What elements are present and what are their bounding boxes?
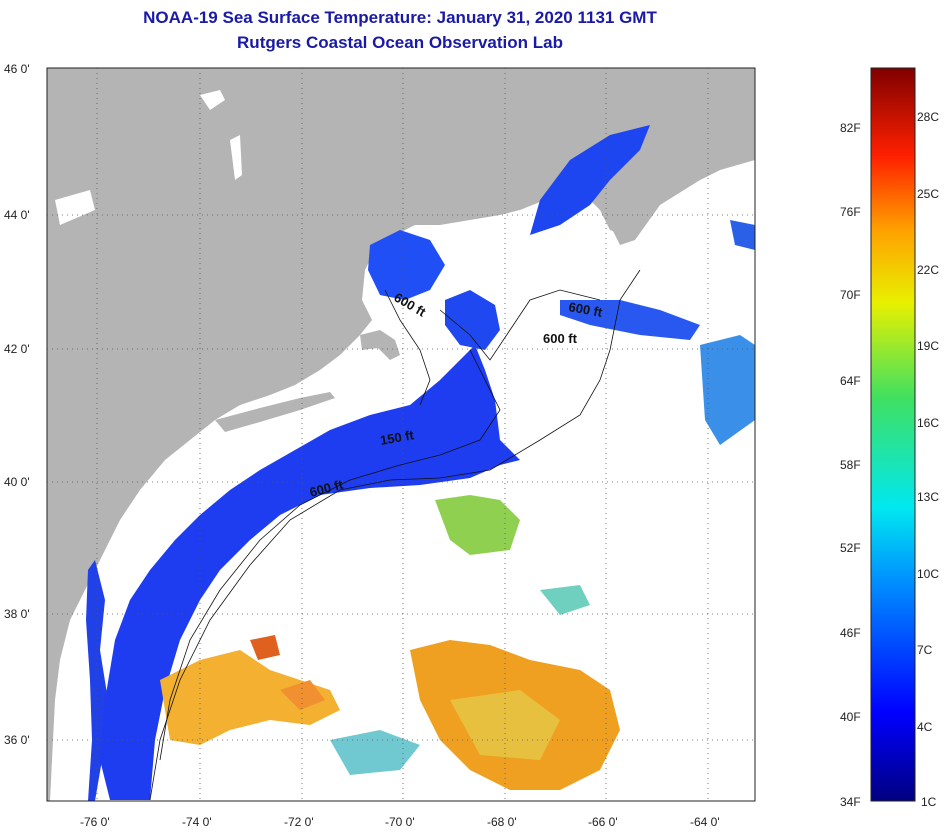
colorbar-f-label: 52F [840, 541, 861, 555]
colorbar-f-label: 58F [840, 458, 861, 472]
colorbar-c-label: 1C [921, 795, 937, 809]
lon-label: -72 0' [284, 815, 314, 829]
cold-water-east [560, 300, 700, 340]
warm-water-gulf-stream [160, 650, 340, 745]
colorbar-c-label: 22C [917, 263, 939, 277]
colorbar [870, 67, 916, 802]
lake [230, 135, 242, 180]
cold-water-gulf-of-maine [368, 230, 445, 300]
contour-label: 600 ft [543, 331, 578, 346]
warm-water-patch [540, 585, 590, 615]
warm-water-patch [250, 635, 280, 660]
lon-label: -70 0' [385, 815, 415, 829]
cold-water-patch [730, 220, 755, 250]
warm-water-patch [450, 690, 560, 760]
colorbar-f-label: 70F [840, 288, 861, 302]
colorbar-c-label: 7C [917, 643, 933, 657]
graticule [47, 68, 755, 801]
colorbar-f-label: 82F [840, 121, 861, 135]
contour-600ft [149, 269, 641, 801]
lat-label: 46 0' [4, 62, 30, 76]
colorbar-c-label: 16C [917, 416, 939, 430]
land-long-island [215, 392, 335, 432]
map-subtitle: Rutgers Coastal Ocean Observation Lab [237, 33, 563, 52]
cold-water-georges [445, 290, 500, 350]
contour-label: 600 ft [567, 299, 604, 320]
colorbar-f-label: 64F [840, 374, 861, 388]
colorbar-c-label: 4C [917, 720, 933, 734]
warm-water-patch [280, 680, 325, 710]
colorbar-c-label: 13C [917, 490, 939, 504]
colorbar-f-label: 46F [840, 626, 861, 640]
contour-label: 150 ft [379, 427, 416, 448]
map-title: NOAA-19 Sea Surface Temperature: January… [143, 8, 657, 27]
cold-water-gulf-of-maine [530, 125, 650, 235]
land-cape-cod [360, 330, 400, 360]
lat-label: 42 0' [4, 342, 30, 356]
lon-label: -68 0' [487, 815, 517, 829]
colorbar-c-label: 25C [917, 187, 939, 201]
contour-150ft [159, 349, 501, 761]
warm-water-slope [435, 495, 520, 555]
lat-label: 44 0' [4, 208, 30, 222]
colorbar-c-label: 10C [917, 567, 939, 581]
colorbar-c-label: 28C [917, 110, 939, 124]
lon-label: -74 0' [182, 815, 212, 829]
lake [55, 190, 95, 225]
colorbar-f-label: 76F [840, 205, 861, 219]
cold-water-shelf [100, 345, 520, 800]
land-mass [47, 68, 755, 801]
lon-label: -64 0' [690, 815, 720, 829]
lat-label: 40 0' [4, 475, 30, 489]
colorbar-f-label: 34F [840, 795, 861, 809]
colorbar-c-label: 19C [917, 339, 939, 353]
lon-label: -66 0' [588, 815, 618, 829]
lat-label: 38 0' [4, 607, 30, 621]
colorbar-f-label: 40F [840, 710, 861, 724]
lake [200, 90, 225, 110]
lon-label: -76 0' [80, 815, 110, 829]
lat-label: 36 0' [4, 733, 30, 747]
cold-water-east [700, 335, 755, 445]
warm-water-patch [330, 730, 420, 775]
contour-gulf-of-maine [384, 289, 601, 406]
map-frame [46, 67, 756, 802]
